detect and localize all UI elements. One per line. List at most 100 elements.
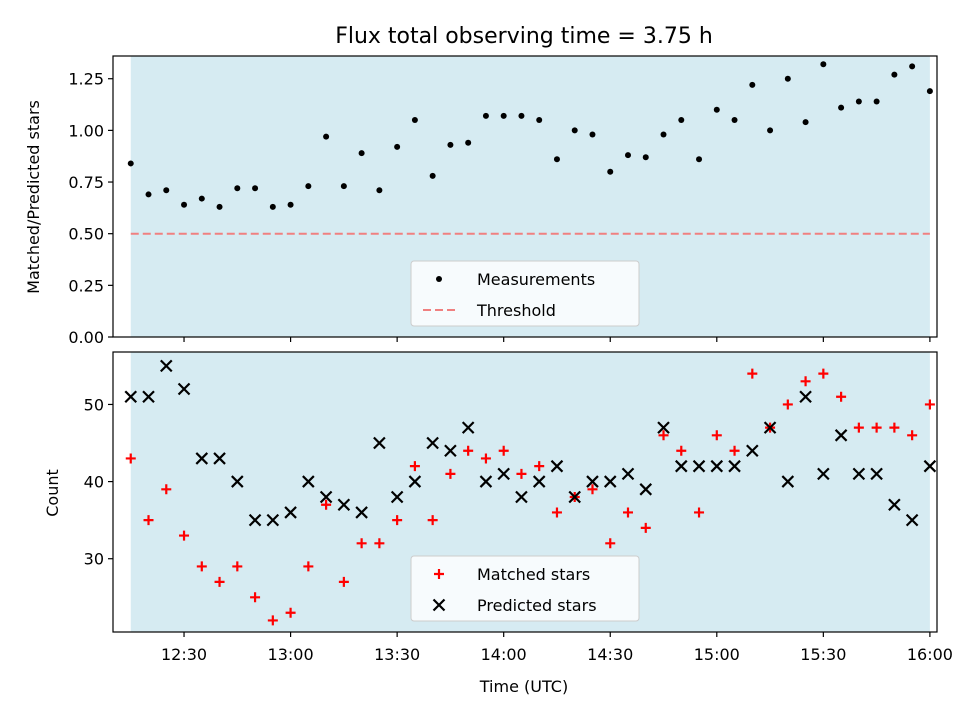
measurement-point: [145, 191, 152, 198]
predicted-star-point: [177, 382, 191, 396]
matched-star-point: [711, 430, 722, 441]
measurement-point: [607, 168, 614, 175]
matched-star-point: [338, 576, 349, 587]
legend-predicted-marker: [432, 598, 446, 612]
y-tick-label: 0.25: [68, 276, 104, 295]
matched-star-point: [658, 430, 669, 441]
measurement-point: [926, 88, 933, 95]
matched-star-point: [853, 422, 864, 433]
matched-star-point: [250, 592, 261, 603]
predicted-star-point: [373, 436, 386, 450]
predicted-star-point: [852, 467, 866, 481]
matched-star-point: [782, 399, 793, 410]
predicted-star-point: [390, 490, 404, 504]
measurement-point: [252, 185, 259, 192]
y-tick-label: 0.00: [68, 328, 104, 347]
measurement-point: [855, 98, 862, 105]
count-panel: 30 40 50 12:30 13:00 13:30 14:00 14:30 15:00 15:3…: [84, 351, 953, 664]
measurement-point: [731, 117, 738, 124]
matched-star-point: [551, 507, 562, 518]
matched-star-point: [285, 607, 296, 618]
predicted-star-point: [231, 475, 244, 488]
predicted-star-point: [746, 444, 759, 458]
x-tick-label: 14:00: [481, 645, 527, 664]
predicted-star-point: [710, 459, 724, 473]
predicted-star-point: [763, 421, 777, 434]
plot-frame: [112, 55, 938, 338]
matched-star-point: [374, 538, 385, 549]
predicted-star-point: [728, 459, 741, 473]
matched-star-point: [161, 484, 172, 495]
predicted-star-point: [461, 421, 475, 434]
matched-star-point: [232, 561, 243, 572]
figure-title: Flux total observing time = 3.75 h: [335, 24, 713, 49]
predicted-star-point: [248, 513, 262, 527]
x-tick-label: 15:30: [800, 645, 846, 664]
matched-star-point: [480, 453, 491, 464]
predicted-star-point: [213, 452, 226, 465]
matched-star-point: [409, 461, 420, 472]
y-tick-label: 0.50: [68, 225, 104, 244]
measurement-point: [234, 185, 241, 192]
predicted-star-point: [923, 459, 937, 473]
matched-star-point: [587, 484, 598, 495]
matched-star-point: [516, 468, 527, 479]
matched-star-point: [871, 422, 882, 433]
legend-label: Measurements: [477, 270, 595, 289]
legend-box: [410, 260, 640, 327]
measurement-point: [571, 127, 578, 134]
legend-measurement-marker: [436, 276, 442, 282]
predicted-star-point: [142, 390, 155, 404]
measurement-point: [181, 201, 188, 208]
x-tick-label: 13:30: [374, 645, 420, 664]
predicted-star-point: [124, 390, 138, 404]
measurement-point: [802, 119, 809, 126]
matched-star-point: [498, 445, 509, 456]
predicted-star-point: [799, 390, 812, 404]
predicted-star-point: [674, 459, 688, 473]
predicted-star-point: [479, 475, 493, 488]
matched-star-point: [463, 445, 474, 456]
measurement-point: [163, 187, 170, 194]
measurement-point: [269, 203, 276, 210]
predicted-star-point: [195, 452, 209, 465]
matched-star-point: [392, 515, 403, 526]
x-axis-label: Time (UTC): [479, 677, 568, 696]
predicted-star-point: [568, 490, 582, 504]
y-tick-label: 50: [84, 395, 104, 414]
predicted-star-point: [586, 475, 599, 488]
y-tick-label: 1.25: [68, 70, 104, 89]
matched-star-point: [747, 368, 758, 379]
matched-star-point: [267, 615, 278, 626]
predicted-star-point: [639, 483, 653, 496]
matched-star-point: [676, 445, 687, 456]
matched-star-point: [836, 391, 847, 402]
measurement-point: [127, 160, 134, 167]
predicted-star-point: [337, 498, 351, 512]
measurement-point: [323, 133, 330, 140]
measurement-point: [713, 106, 720, 113]
matched-star-point: [427, 515, 438, 526]
measurement-point: [696, 156, 703, 163]
measurement-point: [536, 117, 543, 124]
measurement-point: [553, 156, 560, 163]
predicted-star-point: [266, 513, 280, 527]
measurement-point: [465, 139, 472, 146]
measurement-point: [820, 61, 827, 68]
measurement-point: [642, 154, 649, 161]
measurement-point: [358, 150, 365, 157]
legend-label: Predicted stars: [477, 596, 597, 615]
matched-star-point: [694, 507, 705, 518]
x-tick-label: 15:00: [694, 645, 740, 664]
matched-star-point: [321, 499, 332, 510]
matched-star-point: [143, 515, 154, 526]
matched-star-point: [534, 461, 545, 472]
matched-star-point: [356, 538, 367, 549]
predicted-star-point: [657, 421, 670, 434]
plot-frame: [112, 351, 938, 633]
predicted-star-point: [621, 467, 635, 481]
matched-star-point: [605, 538, 616, 549]
predicted-star-point: [905, 513, 919, 527]
matched-star-point: [303, 561, 314, 572]
predicted-star-point: [497, 467, 510, 481]
